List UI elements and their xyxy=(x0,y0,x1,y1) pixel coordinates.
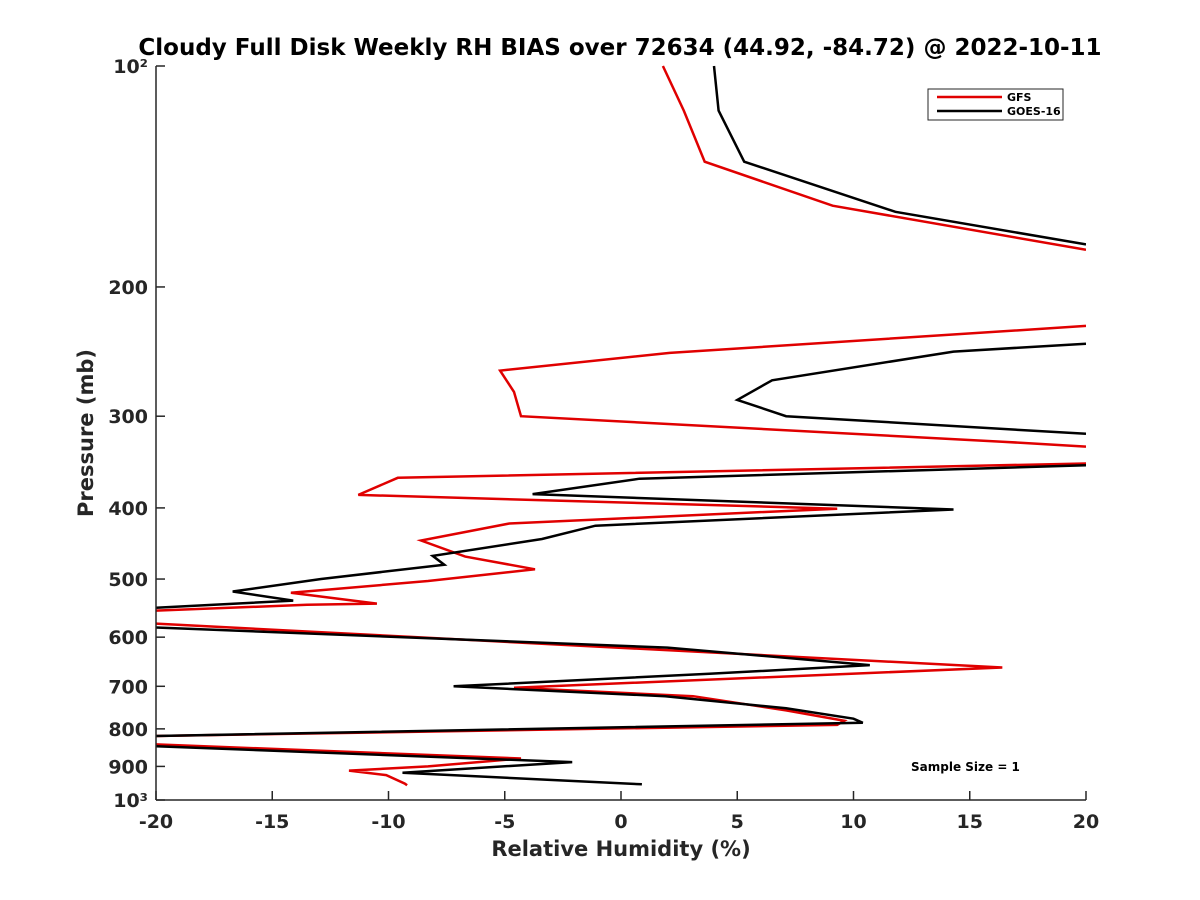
y-tick-label: 600 xyxy=(108,627,148,649)
x-tick-label: -10 xyxy=(371,811,405,833)
x-tick-label: 15 xyxy=(957,811,983,833)
y-tick-label: 800 xyxy=(108,719,148,741)
x-tick-label: 0 xyxy=(614,811,627,833)
legend-box xyxy=(927,88,1064,121)
x-tick-label: -20 xyxy=(139,811,173,833)
x-tick-label: -5 xyxy=(494,811,515,833)
legend-label: GFS xyxy=(1007,91,1032,104)
x-ticks: -20 -15 -10 -5 0 5 10 15 20 xyxy=(139,791,1099,833)
x-axis-label: Relative Humidity (%) xyxy=(491,837,750,861)
series-layer xyxy=(156,65,1086,787)
y-ticks: 10² 200 300 400 500 600 700 800 900 10³ xyxy=(108,56,165,812)
x-tick-label: -15 xyxy=(255,811,289,833)
y-tick-label: 900 xyxy=(108,756,148,778)
y-tick-label: 700 xyxy=(108,676,148,698)
sample-size-note: Sample Size = 1 xyxy=(911,760,1020,774)
x-tick-label: 20 xyxy=(1073,811,1099,833)
y-tick-label: 300 xyxy=(108,406,148,428)
y-tick-label: 500 xyxy=(108,569,148,591)
y-axis-label: Pressure (mb) xyxy=(74,349,98,517)
series-line-goes-16 xyxy=(156,65,1086,786)
x-tick-label: 5 xyxy=(731,811,744,833)
legend-label: GOES-16 xyxy=(1007,105,1061,118)
y-tick-label: 10² xyxy=(113,56,148,78)
y-tick-label: 400 xyxy=(108,498,148,520)
x-tick-label: 10 xyxy=(840,811,866,833)
series-line-gfs xyxy=(156,65,1086,787)
y-tick-label: 200 xyxy=(108,277,148,299)
y-tick-label: 10³ xyxy=(113,790,148,812)
chart-title: Cloudy Full Disk Weekly RH BIAS over 726… xyxy=(138,35,1101,61)
